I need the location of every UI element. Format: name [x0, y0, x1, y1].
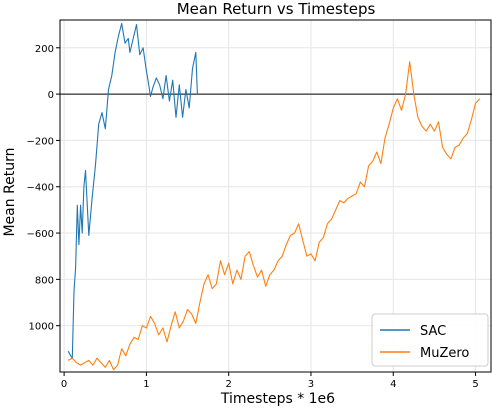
x-axis-ticks: 0 1 2 3 4 5	[61, 372, 479, 390]
y-tick-label: 1000	[29, 322, 54, 333]
legend-label-muzero: MuZero	[420, 346, 469, 361]
x-tick-label: 3	[308, 379, 314, 390]
x-tick-label: 5	[472, 379, 478, 390]
y-tick-label: −200	[27, 136, 54, 147]
legend: SAC MuZero	[371, 313, 489, 367]
x-tick-label: 2	[225, 379, 231, 390]
plot-frame	[59, 19, 492, 373]
legend-label-sac: SAC	[420, 324, 446, 339]
series-line-muzero	[67, 61, 481, 371]
y-tick-label: 800	[35, 275, 54, 286]
y-tick-label: 0	[48, 90, 54, 101]
x-tick-label: 0	[61, 379, 67, 390]
y-tick-label: −600	[27, 229, 54, 240]
series-layer	[67, 22, 481, 371]
legend-box	[371, 313, 489, 367]
x-tick-label: 4	[390, 379, 396, 390]
y-axis-label: Mean Return	[2, 147, 18, 236]
series-line-sac	[67, 22, 198, 359]
x-axis-label: Timesteps * 1e6	[220, 391, 335, 407]
y-tick-label: 200	[35, 44, 54, 55]
y-axis-ticks: 200 0 −200 −400 −600 800 1000	[27, 44, 60, 333]
y-tick-label: −400	[27, 183, 54, 194]
x-tick-label: 1	[143, 379, 149, 390]
chart-title: Mean Return vs Timesteps	[177, 0, 376, 18]
